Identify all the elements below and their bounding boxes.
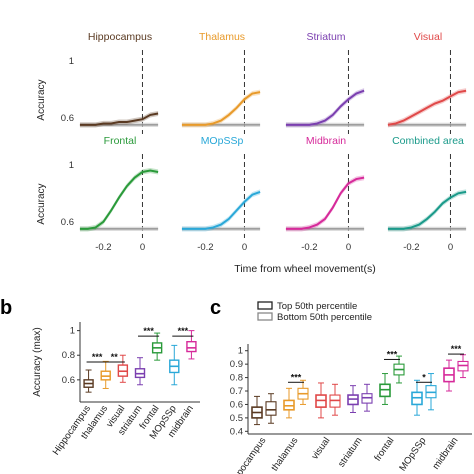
- x-tick-label: midbrain: [431, 435, 461, 471]
- x-tick-label: hippocampus: [227, 435, 269, 474]
- asterisk-icon: ***: [387, 349, 398, 359]
- box-mopssp-top: [411, 379, 423, 416]
- subplot-title: Midbrain: [306, 135, 346, 147]
- y-axis-label: Accuracy (max): [32, 327, 43, 396]
- legend-swatch: [257, 312, 273, 321]
- y-tick-label: 0.8: [230, 373, 243, 384]
- accuracy-band: [285, 175, 365, 232]
- x-tick-label: -0.2: [197, 242, 213, 253]
- box-midbrain: midbrain: [166, 330, 197, 440]
- subplot-title: Visual: [414, 31, 442, 43]
- y-tick-label: 1: [69, 56, 74, 67]
- subplot-title: Hippocampus: [88, 31, 152, 43]
- accuracy-line: [285, 89, 365, 126]
- accuracy-line: [79, 112, 159, 126]
- x-tick-label: visual: [310, 435, 333, 461]
- asterisk-icon: ***: [143, 326, 154, 336]
- box-midbrain-top: [443, 359, 455, 392]
- y-tick-label: 0.6: [230, 399, 243, 410]
- x-tick-label: 0: [140, 242, 145, 253]
- subplot-frontal: Frontal 0.6 1 -0.2 0: [61, 135, 159, 253]
- y-tick-label: 1: [70, 326, 75, 337]
- box-midbrain-bottom: [457, 354, 469, 379]
- subplot-title: Combined area: [392, 135, 464, 147]
- asterisk-icon: ***: [291, 372, 302, 382]
- legend-label: Top 50th percentile: [277, 301, 357, 312]
- box-body: [186, 340, 197, 353]
- box-frontal-bottom: [393, 355, 405, 384]
- accuracy-line: [181, 190, 261, 230]
- box-frontal: frontal: [137, 332, 163, 431]
- box-thalamus: thalamus: [79, 360, 111, 441]
- x-tick-label: -0.2: [301, 242, 317, 253]
- asterisk-icon: **: [111, 352, 119, 362]
- asterisk-icon: ***: [451, 344, 462, 354]
- panel-a-accuracy-timecourse: Hippocampus 0.6 1 Thalamus Striatum Visual Fro…: [36, 31, 467, 275]
- accuracy-band: [181, 189, 261, 232]
- box-visual-top: [315, 382, 327, 419]
- y-tick-label: 0.5: [230, 413, 243, 424]
- asterisk-icon: ***: [92, 352, 103, 362]
- y-tick-label: 0.6: [61, 113, 74, 124]
- x-tick-label: frontal: [372, 435, 396, 463]
- subplot-striatum: Striatum: [285, 31, 365, 134]
- box-body: [265, 401, 277, 416]
- accuracy-band: [79, 167, 159, 232]
- subplot-combined-area: Combined area -0.2 0: [387, 135, 467, 253]
- y-tick-label: 1: [69, 160, 74, 171]
- subplot-title: Striatum: [306, 31, 345, 43]
- box-mopssp-bottom: [425, 373, 437, 411]
- panel-c-boxplot: 0.4 0.5 0.6 0.7 0.8 0.9 1 Top 50th percentileBo…: [227, 301, 472, 474]
- y-tick-label: 0.6: [61, 217, 74, 228]
- box-frontal-top: [379, 373, 391, 405]
- subplot-title: Thalamus: [199, 31, 245, 43]
- subplot-midbrain: Midbrain -0.2 0: [285, 135, 365, 253]
- accuracy-line: [181, 91, 261, 126]
- y-tick-label: 0.6: [62, 375, 75, 386]
- x-tick-label: -0.2: [95, 242, 111, 253]
- box-thalamus-top: [283, 387, 295, 419]
- y-tick-label: 1: [238, 346, 243, 357]
- accuracy-line: [79, 169, 159, 230]
- panel-b-letter: b: [0, 297, 12, 319]
- asterisk-icon: *: [422, 372, 426, 382]
- subplot-title: MOpSSp: [201, 135, 244, 147]
- box-visual-bottom: [329, 383, 341, 416]
- y-tick-label: 0.8: [62, 350, 75, 361]
- asterisk-icon: ***: [178, 326, 189, 336]
- subplot-mopssp: MOpSSp -0.2 0: [181, 135, 261, 253]
- x-tick-label: MOpSSp: [397, 435, 428, 473]
- subplot-thalamus: Thalamus: [181, 31, 261, 134]
- box-thalamus-bottom: [297, 379, 309, 405]
- x-tick-label: 0: [346, 242, 351, 253]
- y-tick-label: 0.4: [230, 426, 243, 437]
- x-tick-label: -0.2: [403, 242, 419, 253]
- accuracy-line: [387, 190, 467, 230]
- panel-c-letter: c: [210, 297, 221, 319]
- box-hippocampus-top: [251, 395, 263, 426]
- box-hippocampus-bottom: [265, 393, 277, 424]
- y-axis-label: Accuracy: [36, 79, 47, 120]
- accuracy-line: [387, 89, 467, 126]
- accuracy-line: [285, 176, 365, 230]
- x-tick-label: thalamus: [269, 435, 300, 473]
- legend-label: Bottom 50th percentile: [277, 312, 372, 323]
- y-axis-label: Accuracy: [36, 183, 47, 224]
- legend-swatch: [257, 301, 273, 310]
- x-tick-label: 0: [448, 242, 453, 253]
- x-axis-label: Time from wheel movement(s): [234, 263, 375, 275]
- x-tick-label: 0: [242, 242, 247, 253]
- y-tick-label: 0.9: [230, 359, 243, 370]
- box-striatum-bottom: [361, 383, 373, 412]
- subplot-title: Frontal: [104, 135, 137, 147]
- subplot-visual: Visual: [387, 31, 467, 134]
- y-tick-label: 0.7: [230, 386, 243, 397]
- x-tick-label: striatum: [336, 435, 364, 469]
- box-striatum-top: [347, 385, 359, 414]
- subplot-hippocampus: Hippocampus 0.6 1: [61, 31, 159, 134]
